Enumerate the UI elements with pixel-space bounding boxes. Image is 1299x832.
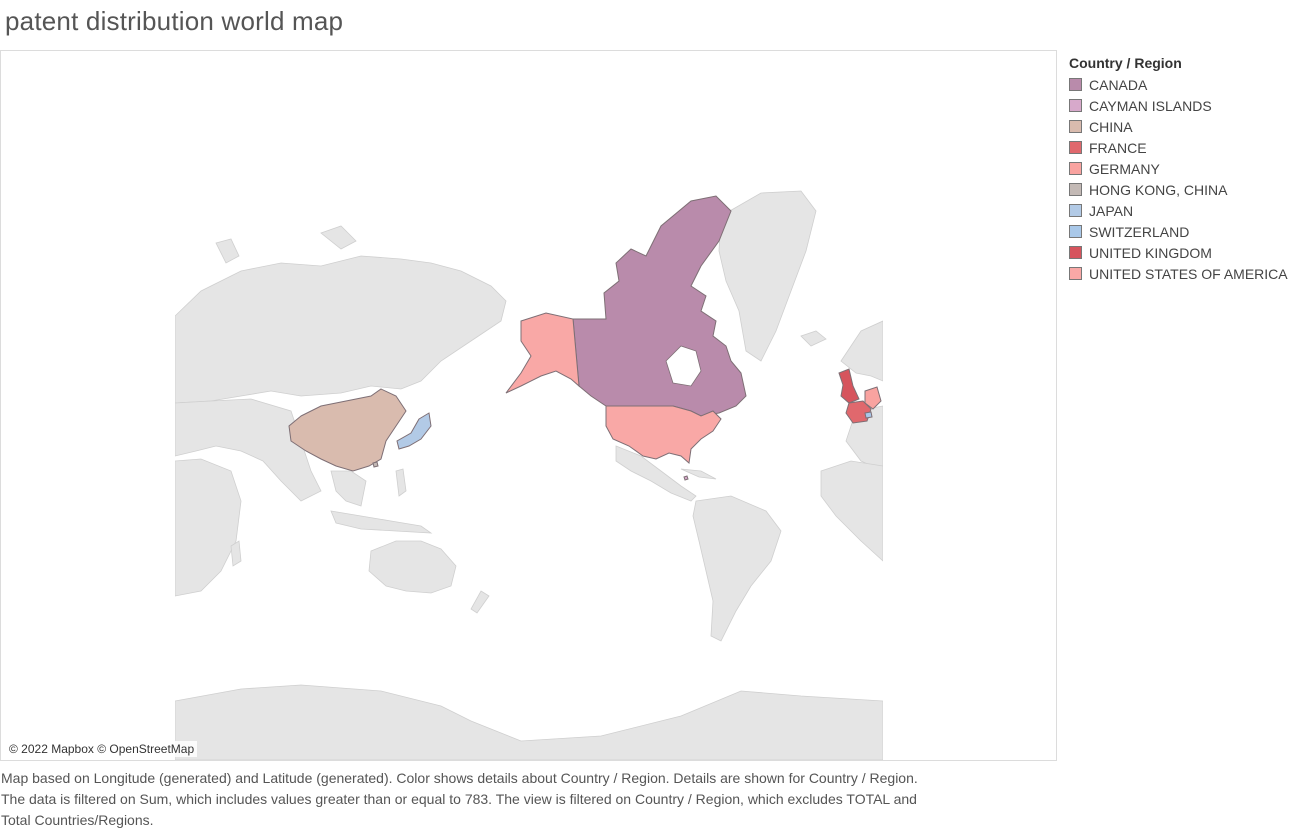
map-attribution[interactable]: © 2022 Mapbox © OpenStreetMap xyxy=(6,741,197,757)
land-madagascar xyxy=(231,541,241,566)
color-legend: Country / Region CANADA CAYMAN ISLANDS CHI… xyxy=(1069,55,1297,284)
land-iceland xyxy=(801,331,826,346)
legend-label: CHINA xyxy=(1089,119,1133,135)
land-new-zealand xyxy=(471,591,489,613)
legend-title: Country / Region xyxy=(1069,55,1297,71)
legend-label: UNITED STATES OF AMERICA xyxy=(1089,266,1288,282)
legend-item[interactable]: SWITZERLAND xyxy=(1069,221,1297,242)
land-north-africa xyxy=(821,461,883,561)
legend-item[interactable]: CAYMAN ISLANDS xyxy=(1069,95,1297,116)
country-united-kingdom[interactable] xyxy=(839,369,859,403)
legend-swatch xyxy=(1069,162,1082,175)
land-philippines xyxy=(396,469,406,496)
map-view[interactable]: © 2022 Mapbox © OpenStreetMap xyxy=(0,50,1057,761)
legend-label: SWITZERLAND xyxy=(1089,224,1189,240)
land-indonesia xyxy=(331,511,431,533)
legend-label: GERMANY xyxy=(1089,161,1160,177)
legend-item[interactable]: CHINA xyxy=(1069,116,1297,137)
legend-swatch xyxy=(1069,246,1082,259)
country-switzerland[interactable] xyxy=(865,412,872,418)
land-russia xyxy=(175,256,506,403)
land-australia xyxy=(369,541,456,593)
caption-line-2: The data is filtered on Sum, which inclu… xyxy=(1,789,1061,810)
legend-item[interactable]: FRANCE xyxy=(1069,137,1297,158)
legend-swatch xyxy=(1069,183,1082,196)
legend-item[interactable]: UNITED KINGDOM xyxy=(1069,242,1297,263)
world-map[interactable] xyxy=(1,51,1056,760)
land-south-america xyxy=(693,496,781,641)
legend-items: CANADA CAYMAN ISLANDS CHINA FRANCE GERMANY HO… xyxy=(1069,74,1297,284)
land-novaya-zemlya xyxy=(216,239,239,263)
legend-item[interactable]: UNITED STATES OF AMERICA xyxy=(1069,263,1297,284)
land-arctic-islands xyxy=(321,226,356,249)
land-se-asia xyxy=(331,471,366,506)
country-canada[interactable] xyxy=(573,196,746,416)
legend-item[interactable]: CANADA xyxy=(1069,74,1297,95)
map-caption: Map based on Longitude (generated) and L… xyxy=(1,768,1061,831)
land-africa-west xyxy=(175,459,241,596)
legend-item[interactable]: JAPAN xyxy=(1069,200,1297,221)
page-title: patent distribution world map xyxy=(5,6,343,37)
country-hong-kong[interactable] xyxy=(373,462,378,467)
legend-swatch xyxy=(1069,120,1082,133)
legend-label: JAPAN xyxy=(1089,203,1133,219)
base-land xyxy=(175,191,883,760)
caption-line-3: Total Countries/Regions. xyxy=(1,810,1061,831)
legend-label: UNITED KINGDOM xyxy=(1089,245,1212,261)
country-usa-alaska[interactable] xyxy=(506,313,579,393)
legend-swatch xyxy=(1069,99,1082,112)
legend-label: HONG KONG, CHINA xyxy=(1089,182,1227,198)
legend-swatch xyxy=(1069,78,1082,91)
legend-swatch xyxy=(1069,204,1082,217)
legend-label: FRANCE xyxy=(1089,140,1147,156)
legend-item[interactable]: HONG KONG, CHINA xyxy=(1069,179,1297,200)
legend-swatch xyxy=(1069,141,1082,154)
country-japan[interactable] xyxy=(397,413,431,449)
legend-item[interactable]: GERMANY xyxy=(1069,158,1297,179)
legend-swatch xyxy=(1069,225,1082,238)
land-antarctica xyxy=(175,685,883,760)
legend-swatch xyxy=(1069,267,1082,280)
caption-line-1: Map based on Longitude (generated) and L… xyxy=(1,768,1061,789)
country-cayman-islands[interactable] xyxy=(684,476,688,480)
legend-label: CANADA xyxy=(1089,77,1147,93)
legend-label: CAYMAN ISLANDS xyxy=(1089,98,1212,114)
